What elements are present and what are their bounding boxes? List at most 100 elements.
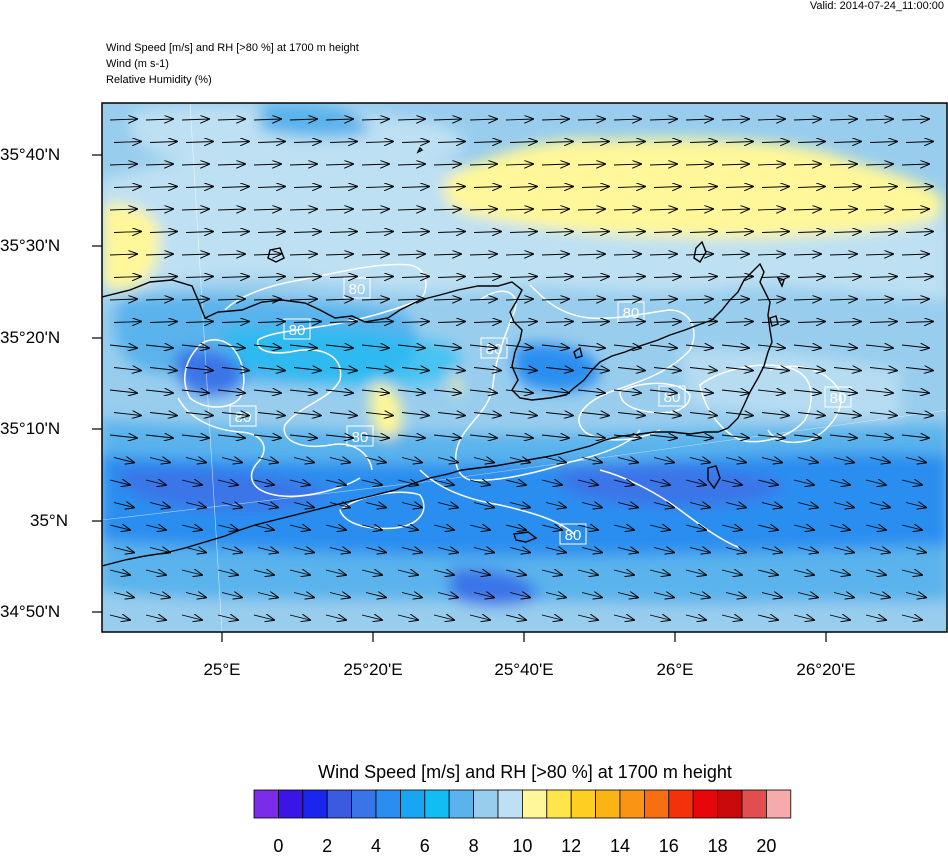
wind-arrow bbox=[217, 570, 238, 575]
wind-arrow bbox=[649, 119, 677, 120]
wind-arrow bbox=[617, 503, 638, 508]
wind-arrow bbox=[761, 142, 789, 143]
header-wind-units: Wind (m s-1) bbox=[106, 58, 169, 70]
wind-arrow bbox=[109, 209, 137, 210]
colorbar-label: 14 bbox=[609, 836, 631, 856]
wind-arrow bbox=[473, 187, 501, 188]
colorbar-label: 2 bbox=[322, 836, 333, 856]
wind-arrow bbox=[149, 277, 177, 278]
wind-arrow bbox=[689, 277, 717, 278]
wind-arrow bbox=[397, 164, 425, 165]
wind-arrow bbox=[149, 142, 177, 143]
wind-arrow bbox=[257, 322, 285, 323]
wind-arrow bbox=[829, 119, 857, 120]
wind-arrow bbox=[617, 142, 645, 143]
colorbar-box bbox=[351, 789, 377, 819]
wind-arrow bbox=[761, 548, 782, 553]
wind-arrow bbox=[217, 480, 238, 485]
wind-arrow bbox=[293, 548, 314, 553]
wind-arrow bbox=[505, 254, 533, 255]
wind-arrow bbox=[293, 277, 321, 278]
wind-arrow bbox=[329, 458, 350, 463]
wind-arrow bbox=[685, 480, 706, 485]
wind-arrow bbox=[253, 254, 281, 255]
wind-arrow bbox=[217, 254, 245, 255]
wind-arrow bbox=[293, 232, 321, 233]
wind-arrow bbox=[289, 119, 317, 120]
wind-arrow bbox=[145, 435, 173, 438]
wind-arrow bbox=[653, 413, 681, 416]
wind-arrow bbox=[437, 187, 465, 188]
wind-arrow bbox=[185, 277, 213, 278]
wind-arrow bbox=[757, 390, 785, 393]
wind-arrow bbox=[685, 299, 713, 300]
wind-arrow bbox=[865, 570, 886, 575]
wind-arrow bbox=[797, 548, 818, 553]
wind-arrow bbox=[541, 254, 569, 255]
colorbar-box bbox=[522, 789, 548, 819]
wind-arrow bbox=[545, 593, 566, 598]
wind-arrow bbox=[145, 570, 166, 575]
colorbar-box bbox=[253, 789, 279, 819]
wind-arrow bbox=[725, 232, 753, 233]
wind-arrow bbox=[181, 119, 209, 120]
wind-arrow bbox=[829, 525, 850, 530]
wind-arrow bbox=[469, 299, 497, 300]
wind-arrow bbox=[865, 615, 886, 620]
lat-label-35-30: 35°30'N bbox=[0, 236, 61, 255]
wind-arrow bbox=[581, 503, 602, 508]
wind-arrow bbox=[437, 458, 458, 463]
colorbar-box bbox=[717, 789, 743, 819]
wind-arrow bbox=[833, 413, 861, 416]
wind-arrow bbox=[253, 209, 281, 210]
wind-arrow bbox=[757, 254, 785, 255]
wind-arrow bbox=[757, 480, 778, 485]
colorbar-box bbox=[326, 789, 353, 819]
wind-arrow bbox=[329, 232, 357, 233]
wind-arrow bbox=[185, 187, 213, 188]
wind-arrow bbox=[721, 119, 749, 120]
wind-arrow bbox=[541, 435, 569, 438]
wind-arrow bbox=[905, 277, 933, 278]
wind-arrow bbox=[617, 187, 645, 188]
wind-arrow bbox=[365, 593, 386, 598]
wind-arrow bbox=[469, 435, 497, 438]
wind-arrow bbox=[901, 615, 922, 620]
wind-arrow bbox=[433, 299, 461, 300]
wind-arrow bbox=[109, 570, 130, 575]
wind-arrow bbox=[145, 615, 166, 620]
wind-arrow bbox=[433, 570, 454, 575]
lat-label-35-20: 35°20'N bbox=[0, 328, 61, 347]
colorbar-box bbox=[644, 789, 670, 819]
wind-arrow bbox=[365, 503, 386, 508]
wind-arrow bbox=[829, 254, 857, 255]
colorbar-box bbox=[619, 789, 645, 819]
wind-arrow bbox=[473, 277, 501, 278]
wind-arrow bbox=[113, 503, 134, 508]
wind-arrow bbox=[181, 570, 202, 575]
wind-arrow bbox=[469, 119, 497, 120]
wind-arrow bbox=[793, 119, 821, 120]
wind-arrow bbox=[761, 187, 789, 188]
wind-arrow bbox=[325, 435, 353, 438]
wind-arrow bbox=[289, 435, 317, 438]
wind-arrow bbox=[617, 277, 645, 278]
wind-arrow bbox=[725, 142, 753, 143]
wind-arrow bbox=[833, 548, 854, 553]
wind-arrow bbox=[649, 615, 670, 620]
wind-arrow bbox=[829, 390, 857, 393]
wind-arrow bbox=[581, 593, 602, 598]
wind-arrow bbox=[253, 119, 281, 120]
wind-arrow bbox=[469, 525, 490, 530]
wind-arrow bbox=[901, 345, 929, 348]
wind-arrow bbox=[293, 322, 321, 323]
wind-arrow bbox=[293, 142, 321, 143]
wind-arrow bbox=[901, 480, 922, 485]
wind-arrow bbox=[689, 232, 717, 233]
wind-arrow bbox=[905, 548, 926, 553]
contour-label: 80 bbox=[349, 281, 366, 298]
wind-arrow bbox=[365, 142, 393, 143]
wind-arrow bbox=[757, 570, 778, 575]
wind-arrow bbox=[257, 232, 285, 233]
wind-arrow bbox=[185, 322, 213, 323]
